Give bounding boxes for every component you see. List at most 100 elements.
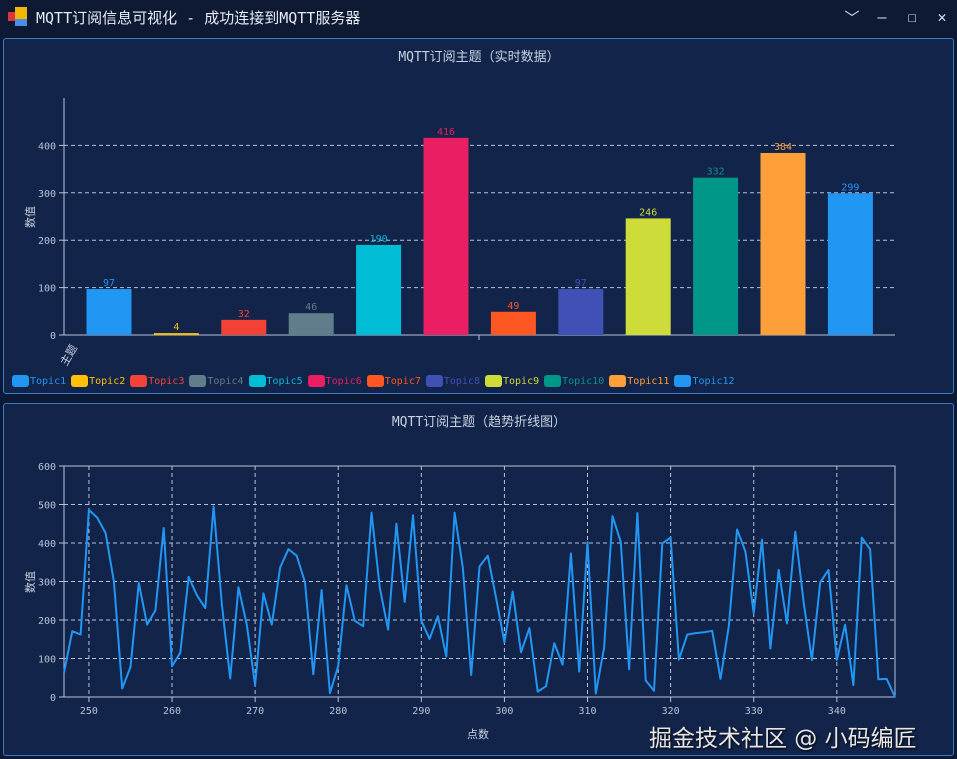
legend-swatch [248,375,266,387]
minimize-button[interactable]: — [877,8,887,26]
bar-chart: MQTT订阅主题（实时数据） 数值 主题 0 100 200 300 400 97 4 32 4… [24,50,895,368]
title-bar: MQTT订阅信息可视化 - 成功连接到MQTT服务器 ﹀ — ☐ ✕ [0,0,957,34]
legend-swatch [674,375,692,387]
legend-swatch [366,375,384,387]
legend-label: Topic2 [89,375,126,387]
legend-label: Topic9 [503,375,540,387]
legend-item-topic12[interactable]: Topic12 [674,375,735,387]
legend-label: Topic1 [30,375,67,387]
line-y-tick-label: 500 [38,501,56,512]
legend-label: Topic10 [562,375,605,387]
legend-item-topic5[interactable]: Topic5 [248,375,303,387]
line-x-axis-label: 点数 [467,728,489,741]
legend-swatch [189,375,207,387]
legend-swatch [485,375,502,387]
line-x-tick-label: 300 [495,706,513,717]
bar-topic2 [153,333,199,335]
line-chart-panel: MQTT订阅主题（趋势折线图） 数值 点数 0 100 200 300 400 500 60… [3,403,954,756]
line-x-tick-label: 250 [80,706,98,717]
line-y-axis-label: 数值 [24,571,37,593]
bar-legend: Topic1 Topic2 Topic3 Topic4 Topic5 Topic6 Topi… [12,375,735,387]
legend-item-topic7[interactable]: Topic7 [366,375,421,387]
legend-swatch [544,375,562,387]
line-x-tick-label: 260 [163,706,181,717]
dropdown-button[interactable]: ﹀ [844,8,860,27]
legend-item-topic6[interactable]: Topic6 [307,375,362,387]
bar-topic4 [288,313,334,335]
bar-data-label: 384 [774,142,792,153]
bar-data-label: 32 [238,309,250,320]
legend-swatch [307,375,325,387]
legend-swatch [12,375,29,387]
bar-data-label: 299 [841,182,859,193]
legend-item-topic10[interactable]: Topic10 [544,375,604,387]
bar-data-label: 332 [707,167,725,178]
legend-swatch [425,375,443,387]
line-x-tick-label: 330 [745,706,763,717]
legend-item-topic3[interactable]: Topic3 [130,375,184,387]
legend-label: Topic7 [384,375,421,387]
legend-swatch [130,375,148,387]
legend-item-topic11[interactable]: Topic11 [609,375,669,387]
legend-item-topic1[interactable]: Topic1 [12,375,66,387]
bar-data-label: 46 [305,302,317,313]
bar-topic8 [558,289,604,335]
close-button[interactable]: ✕ [937,8,947,26]
maximize-button[interactable]: ☐ [907,8,917,26]
line-x-tick-label: 340 [828,706,846,717]
bar-x-axis-label: 主题 [58,342,80,368]
bar-topic6 [423,137,469,335]
bar-topic1 [86,289,132,335]
line-y-tick-label: 200 [38,616,56,627]
bar-y-tick-label: 200 [38,236,56,247]
legend-label: Topic3 [148,375,185,387]
legend-item-topic9[interactable]: Topic9 [485,375,539,387]
legend-swatch [71,375,89,387]
bar-y-tick-label: 400 [38,141,56,152]
trend-line [63,505,896,698]
legend-item-topic8[interactable]: Topic8 [425,375,480,387]
bar-topic3 [221,319,267,335]
bar-data-label: 49 [507,301,519,312]
bar-data-label: 246 [639,207,657,218]
bar-y-tick-label: 300 [38,189,56,200]
line-chart-title: MQTT订阅主题（趋势折线图） [392,414,566,430]
window-title: MQTT订阅信息可视化 - 成功连接到MQTT服务器 [36,8,361,27]
line-x-tick-label: 280 [329,706,347,717]
bar-data-label: 97 [103,278,115,289]
legend-label: Topic11 [627,375,670,387]
bar-data-label: 4 [173,322,179,333]
legend-item-topic2[interactable]: Topic2 [71,375,125,387]
legend-label: Topic8 [443,375,480,387]
legend-label: Topic4 [207,375,244,387]
legend-item-topic4[interactable]: Topic4 [189,375,244,387]
bar-data-label: 97 [575,278,587,289]
line-x-tick-label: 310 [578,706,596,717]
line-y-tick-label: 0 [50,693,56,704]
line-plot-frame [63,465,896,698]
legend-label: Topic12 [692,375,735,387]
bar-chart-title: MQTT订阅主题（实时数据） [398,50,559,65]
line-chart: MQTT订阅主题（趋势折线图） 数值 点数 0 100 200 300 400 500 60… [24,414,896,741]
line-x-tick-label: 270 [246,706,264,717]
line-y-tick-label: 400 [38,539,56,550]
legend-label: Topic5 [266,375,303,387]
bar-y-tick-label: 100 [38,284,56,295]
bar-topic5 [356,244,402,335]
line-y-tick-label: 300 [38,578,56,589]
watermark: 掘金技术社区 @ 小码编匠 [649,726,917,752]
legend-label: Topic6 [325,375,362,387]
bar-topic12 [827,193,873,335]
bar-topic11 [760,152,806,335]
bar-topic10 [693,177,739,335]
line-x-tick-label: 320 [662,706,680,717]
bar-data-label: 416 [437,127,455,138]
line-y-tick-label: 600 [38,462,56,473]
bar-topic7 [490,311,536,335]
bar-chart-panel: MQTT订阅主题（实时数据） 数值 主题 0 100 200 300 400 97 4 32 4… [3,38,954,394]
line-x-tick-label: 290 [412,706,430,717]
bar-topic9 [625,218,671,335]
app-icon [8,7,28,27]
bar-data-label: 190 [370,234,388,245]
line-y-tick-label: 100 [38,655,56,666]
